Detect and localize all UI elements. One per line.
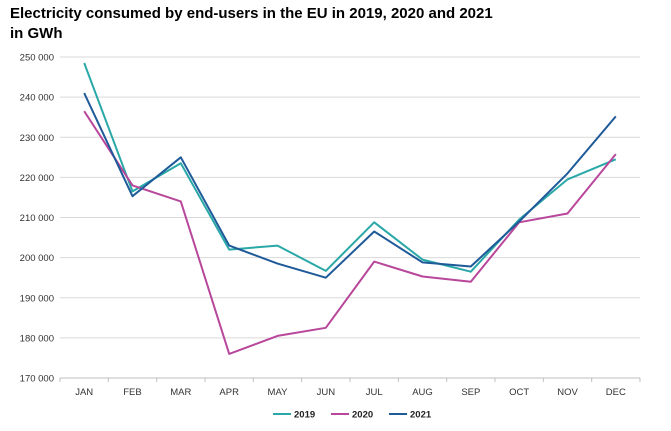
x-tick-label: NOV	[557, 387, 578, 398]
series-line-2020	[83, 110, 617, 355]
series-line-2021	[83, 92, 617, 279]
y-tick-label: 180 000	[20, 333, 54, 344]
y-tick-label: 220 000	[20, 173, 54, 184]
x-tick-label: AUG	[412, 387, 433, 398]
axes: 170 000 180 000 190 000 200 000 210 000 220 0…	[20, 53, 641, 398]
series-lines	[83, 62, 617, 355]
x-tick-label: OCT	[509, 387, 529, 398]
chart-title-line-1: Electricity consumed by end-users in the…	[10, 5, 493, 22]
legend-label: 2019	[294, 410, 315, 421]
legend-label: 2020	[352, 410, 373, 421]
y-tick-label: 200 000	[20, 253, 54, 264]
chart-title-line-2: in GWh	[10, 25, 63, 42]
y-tick-label: 250 000	[20, 53, 54, 64]
y-tick-label: 170 000	[20, 374, 54, 385]
y-tick-label: 240 000	[20, 93, 54, 104]
y-tick-label: 210 000	[20, 213, 54, 224]
x-tick-label: JUN	[317, 387, 336, 398]
x-tick-label: MAY	[268, 387, 289, 398]
y-tick-label: 190 000	[20, 293, 54, 304]
series-line-2019	[83, 62, 617, 273]
chart-title: Electricity consumed by end-users in the…	[10, 4, 650, 44]
legend-item-2020: 2020	[331, 410, 373, 421]
x-tick-label: FEB	[123, 387, 141, 398]
x-tick-label: APR	[219, 387, 239, 398]
legend-item-2021: 2021	[389, 410, 432, 421]
x-tick-label: MAR	[170, 387, 191, 398]
legend-label: 2021	[410, 410, 432, 421]
x-tick-label: JUL	[366, 387, 383, 398]
x-tick-label: DEC	[606, 387, 626, 398]
legend-item-2019: 2019	[273, 410, 315, 421]
y-tick-label: 230 000	[20, 133, 54, 144]
x-tick-label: JAN	[75, 387, 93, 398]
x-tick-label: SEP	[461, 387, 480, 398]
grid-lines	[60, 56, 640, 339]
legend: 2019 2020 2021	[273, 410, 432, 421]
